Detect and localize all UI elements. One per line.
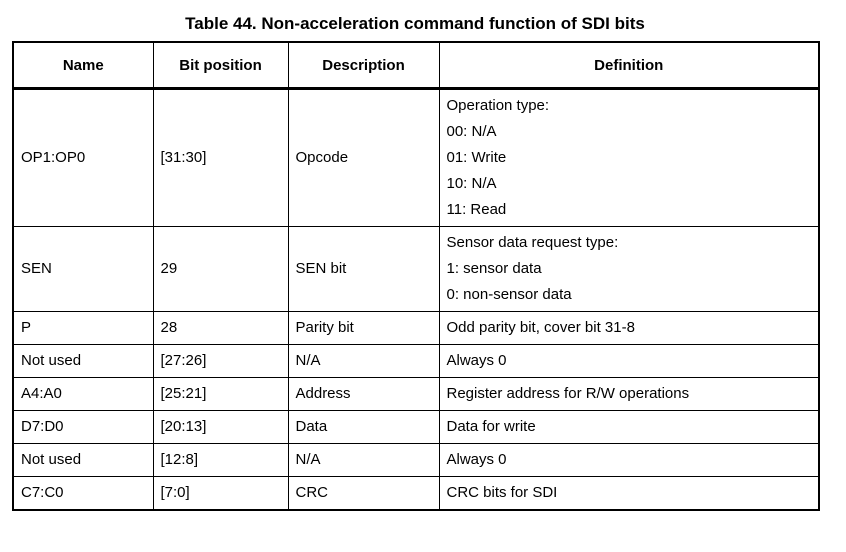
- name-cell: Not used: [12, 344, 154, 378]
- description-cell: Data: [287, 410, 440, 444]
- table-header: Name Bit position Description Definition: [12, 41, 820, 90]
- definition-line: CRC bits for SDI: [446, 484, 558, 501]
- definition-line: Always 0: [446, 352, 507, 369]
- definition-line: 00: N/A: [446, 123, 497, 140]
- name-cell: SEN: [12, 226, 154, 312]
- definition-line: Register address for R/W operations: [446, 385, 690, 402]
- description-cell: Parity bit: [287, 311, 440, 345]
- definition-line: 0: non-sensor data: [446, 286, 572, 303]
- table-row: C7:C0 [7:0] CRC CRC bits for SDI: [12, 476, 820, 511]
- name-cell: A4:A0: [12, 377, 154, 411]
- table-row: A4:A0 [25:21] Address Register address for …: [12, 377, 820, 411]
- table-container: Table 44. Non-acceleration command funct…: [12, 14, 820, 511]
- header-row: Name Bit position Description Definition: [12, 41, 820, 90]
- description-cell: N/A: [287, 443, 440, 477]
- definition-cell: Data for write: [438, 410, 820, 444]
- table-row: OP1:OP0 [31:30] Opcode Operation type: 00: N…: [12, 88, 820, 227]
- bit-position-cell: 29: [152, 226, 289, 312]
- bit-position-cell: [31:30]: [152, 88, 289, 227]
- definition-cell: Operation type: 00: N/A 01: Write 10: N/A 11…: [438, 88, 820, 227]
- bit-position-cell: [25:21]: [152, 377, 289, 411]
- table-body: OP1:OP0 [31:30] Opcode Operation type: 00: N…: [12, 88, 820, 511]
- table-row: Not used [27:26] N/A Always 0: [12, 344, 820, 378]
- definition-line: Data for write: [446, 418, 536, 435]
- description-cell: N/A: [287, 344, 440, 378]
- table-title: Table 44. Non-acceleration command funct…: [185, 14, 645, 33]
- definition-cell: CRC bits for SDI: [438, 476, 820, 511]
- description-cell: Opcode: [287, 88, 440, 227]
- name-cell: C7:C0: [12, 476, 154, 511]
- description-cell: SEN bit: [287, 226, 440, 312]
- definition-cell: Odd parity bit, cover bit 31-8: [438, 311, 820, 345]
- name-cell: OP1:OP0: [12, 88, 154, 227]
- definition-line: 10: N/A: [446, 175, 497, 192]
- bit-position-cell: [12:8]: [152, 443, 289, 477]
- definition-line: Sensor data request type:: [446, 234, 619, 251]
- table-row: SEN 29 SEN bit Sensor data request type: 1: …: [12, 226, 820, 312]
- bit-position-cell: 28: [152, 311, 289, 345]
- sdi-bits-table: Name Bit position Description Definition…: [12, 41, 820, 511]
- description-cell: CRC: [287, 476, 440, 511]
- definition-cell: Sensor data request type: 1: sensor data 0…: [438, 226, 820, 312]
- header-name: Name: [12, 41, 154, 90]
- table-row: D7:D0 [20:13] Data Data for write: [12, 410, 820, 444]
- definition-line: 1: sensor data: [446, 260, 542, 277]
- header-description: Description: [287, 41, 440, 90]
- bit-position-cell: [27:26]: [152, 344, 289, 378]
- bit-position-cell: [7:0]: [152, 476, 289, 511]
- header-definition: Definition: [438, 41, 820, 90]
- definition-line: 01: Write: [446, 149, 507, 166]
- name-cell: P: [12, 311, 154, 345]
- description-cell: Address: [287, 377, 440, 411]
- name-cell: Not used: [12, 443, 154, 477]
- definition-cell: Register address for R/W operations: [438, 377, 820, 411]
- definition-line: Odd parity bit, cover bit 31-8: [446, 319, 635, 336]
- table-row: Not used [12:8] N/A Always 0: [12, 443, 820, 477]
- definition-line: 11: Read: [446, 201, 507, 218]
- bit-position-cell: [20:13]: [152, 410, 289, 444]
- definition-cell: Always 0: [438, 344, 820, 378]
- table-row: P 28 Parity bit Odd parity bit, cover bit 3…: [12, 311, 820, 345]
- definition-line: Operation type:: [446, 97, 550, 114]
- definition-cell: Always 0: [438, 443, 820, 477]
- definition-line: Always 0: [446, 451, 507, 468]
- header-bit-position: Bit position: [152, 41, 289, 90]
- name-cell: D7:D0: [12, 410, 154, 444]
